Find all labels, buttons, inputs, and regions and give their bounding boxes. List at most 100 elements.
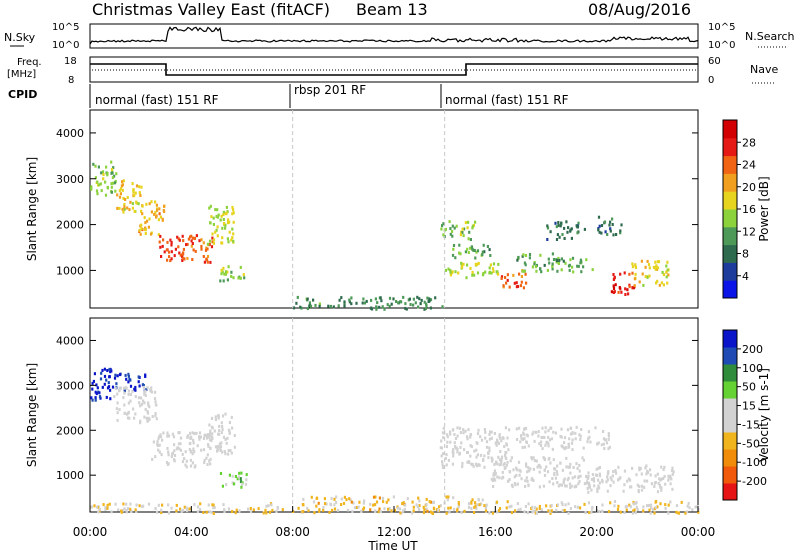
data-cell (204, 248, 208, 252)
data-cell (647, 263, 651, 267)
data-cell (475, 441, 478, 445)
data-cell (185, 243, 188, 247)
data-cell (133, 387, 136, 391)
data-cell (196, 510, 199, 514)
data-cell (302, 497, 305, 501)
data-cell (577, 264, 580, 268)
data-cell (478, 503, 481, 507)
data-cell (561, 509, 564, 513)
data-cell (456, 434, 459, 438)
data-cell (357, 505, 360, 509)
data-cell (561, 468, 564, 472)
data-cell (100, 371, 103, 375)
data-cell (150, 210, 153, 214)
data-cell (540, 440, 543, 444)
data-cell (322, 505, 325, 509)
data-cell (551, 265, 554, 268)
data-cell (545, 465, 548, 469)
data-cell (137, 396, 141, 400)
data-cell (332, 305, 335, 309)
data-cell (598, 472, 601, 476)
data-cell (564, 503, 567, 507)
data-cell (90, 187, 93, 191)
data-cell (598, 474, 602, 478)
data-cell (363, 301, 366, 305)
data-cell (224, 270, 228, 274)
data-cell (226, 237, 229, 241)
data-cell (654, 474, 657, 478)
data-cell (154, 414, 157, 418)
data-cell (608, 445, 611, 449)
data-cell (569, 471, 572, 475)
data-cell (617, 478, 620, 482)
data-cell (467, 428, 470, 432)
power-colorbar-label: Power [dB] (757, 176, 771, 241)
data-cell (549, 230, 552, 234)
data-cell (374, 495, 377, 499)
data-cell (325, 502, 328, 506)
data-cell (466, 247, 469, 251)
data-cell (571, 256, 575, 260)
data-cell (110, 171, 113, 175)
colorbar-frame (722, 329, 738, 501)
data-cell (483, 454, 486, 458)
data-cell (455, 446, 458, 450)
data-cell (402, 501, 405, 505)
data-cell (216, 234, 219, 238)
data-cell (186, 508, 189, 512)
data-cell (484, 436, 487, 440)
data-cell (554, 431, 557, 435)
data-cell (481, 250, 484, 254)
data-cell (177, 245, 180, 249)
data-cell (563, 477, 566, 481)
colorbar-tick-label: -50 (742, 437, 760, 450)
data-cell (125, 377, 128, 381)
data-cell (634, 272, 637, 276)
data-cell (270, 503, 273, 507)
data-cell (331, 508, 334, 512)
data-cell (231, 510, 234, 513)
data-cell (189, 458, 192, 462)
data-cell (350, 500, 353, 504)
data-cell (358, 500, 361, 504)
data-cell (449, 506, 452, 510)
data-cell (404, 306, 407, 310)
data-cell (178, 251, 181, 255)
data-cell (116, 411, 119, 415)
data-cell (101, 385, 104, 389)
data-cell (484, 270, 487, 274)
data-cell (656, 266, 660, 270)
data-cell (184, 463, 187, 467)
power-frame (89, 109, 699, 309)
data-cell (378, 305, 381, 309)
data-cell (547, 509, 550, 513)
data-cell (569, 432, 573, 436)
data-cell (620, 290, 623, 294)
data-cell (159, 215, 162, 219)
data-cell (144, 228, 147, 232)
data-cell (485, 445, 489, 449)
data-cell (579, 434, 582, 438)
data-cell (110, 190, 113, 194)
data-cell (524, 254, 528, 257)
data-cell (511, 485, 514, 489)
data-cell (94, 164, 97, 168)
data-cell (238, 471, 241, 475)
data-cell (126, 507, 130, 510)
data-cell (103, 367, 106, 371)
data-cell (610, 290, 613, 294)
data-cell (115, 407, 118, 411)
data-cell (586, 480, 589, 484)
data-cell (98, 391, 101, 395)
data-cell (561, 233, 564, 236)
data-cell (230, 238, 233, 242)
data-cell (486, 245, 489, 248)
data-cell (210, 425, 214, 429)
data-cell (158, 240, 161, 244)
data-cell (473, 249, 476, 252)
data-cell (166, 434, 169, 438)
data-cell (232, 220, 235, 224)
data-cell (90, 396, 93, 400)
data-cell (585, 258, 588, 262)
data-cell (604, 230, 607, 234)
